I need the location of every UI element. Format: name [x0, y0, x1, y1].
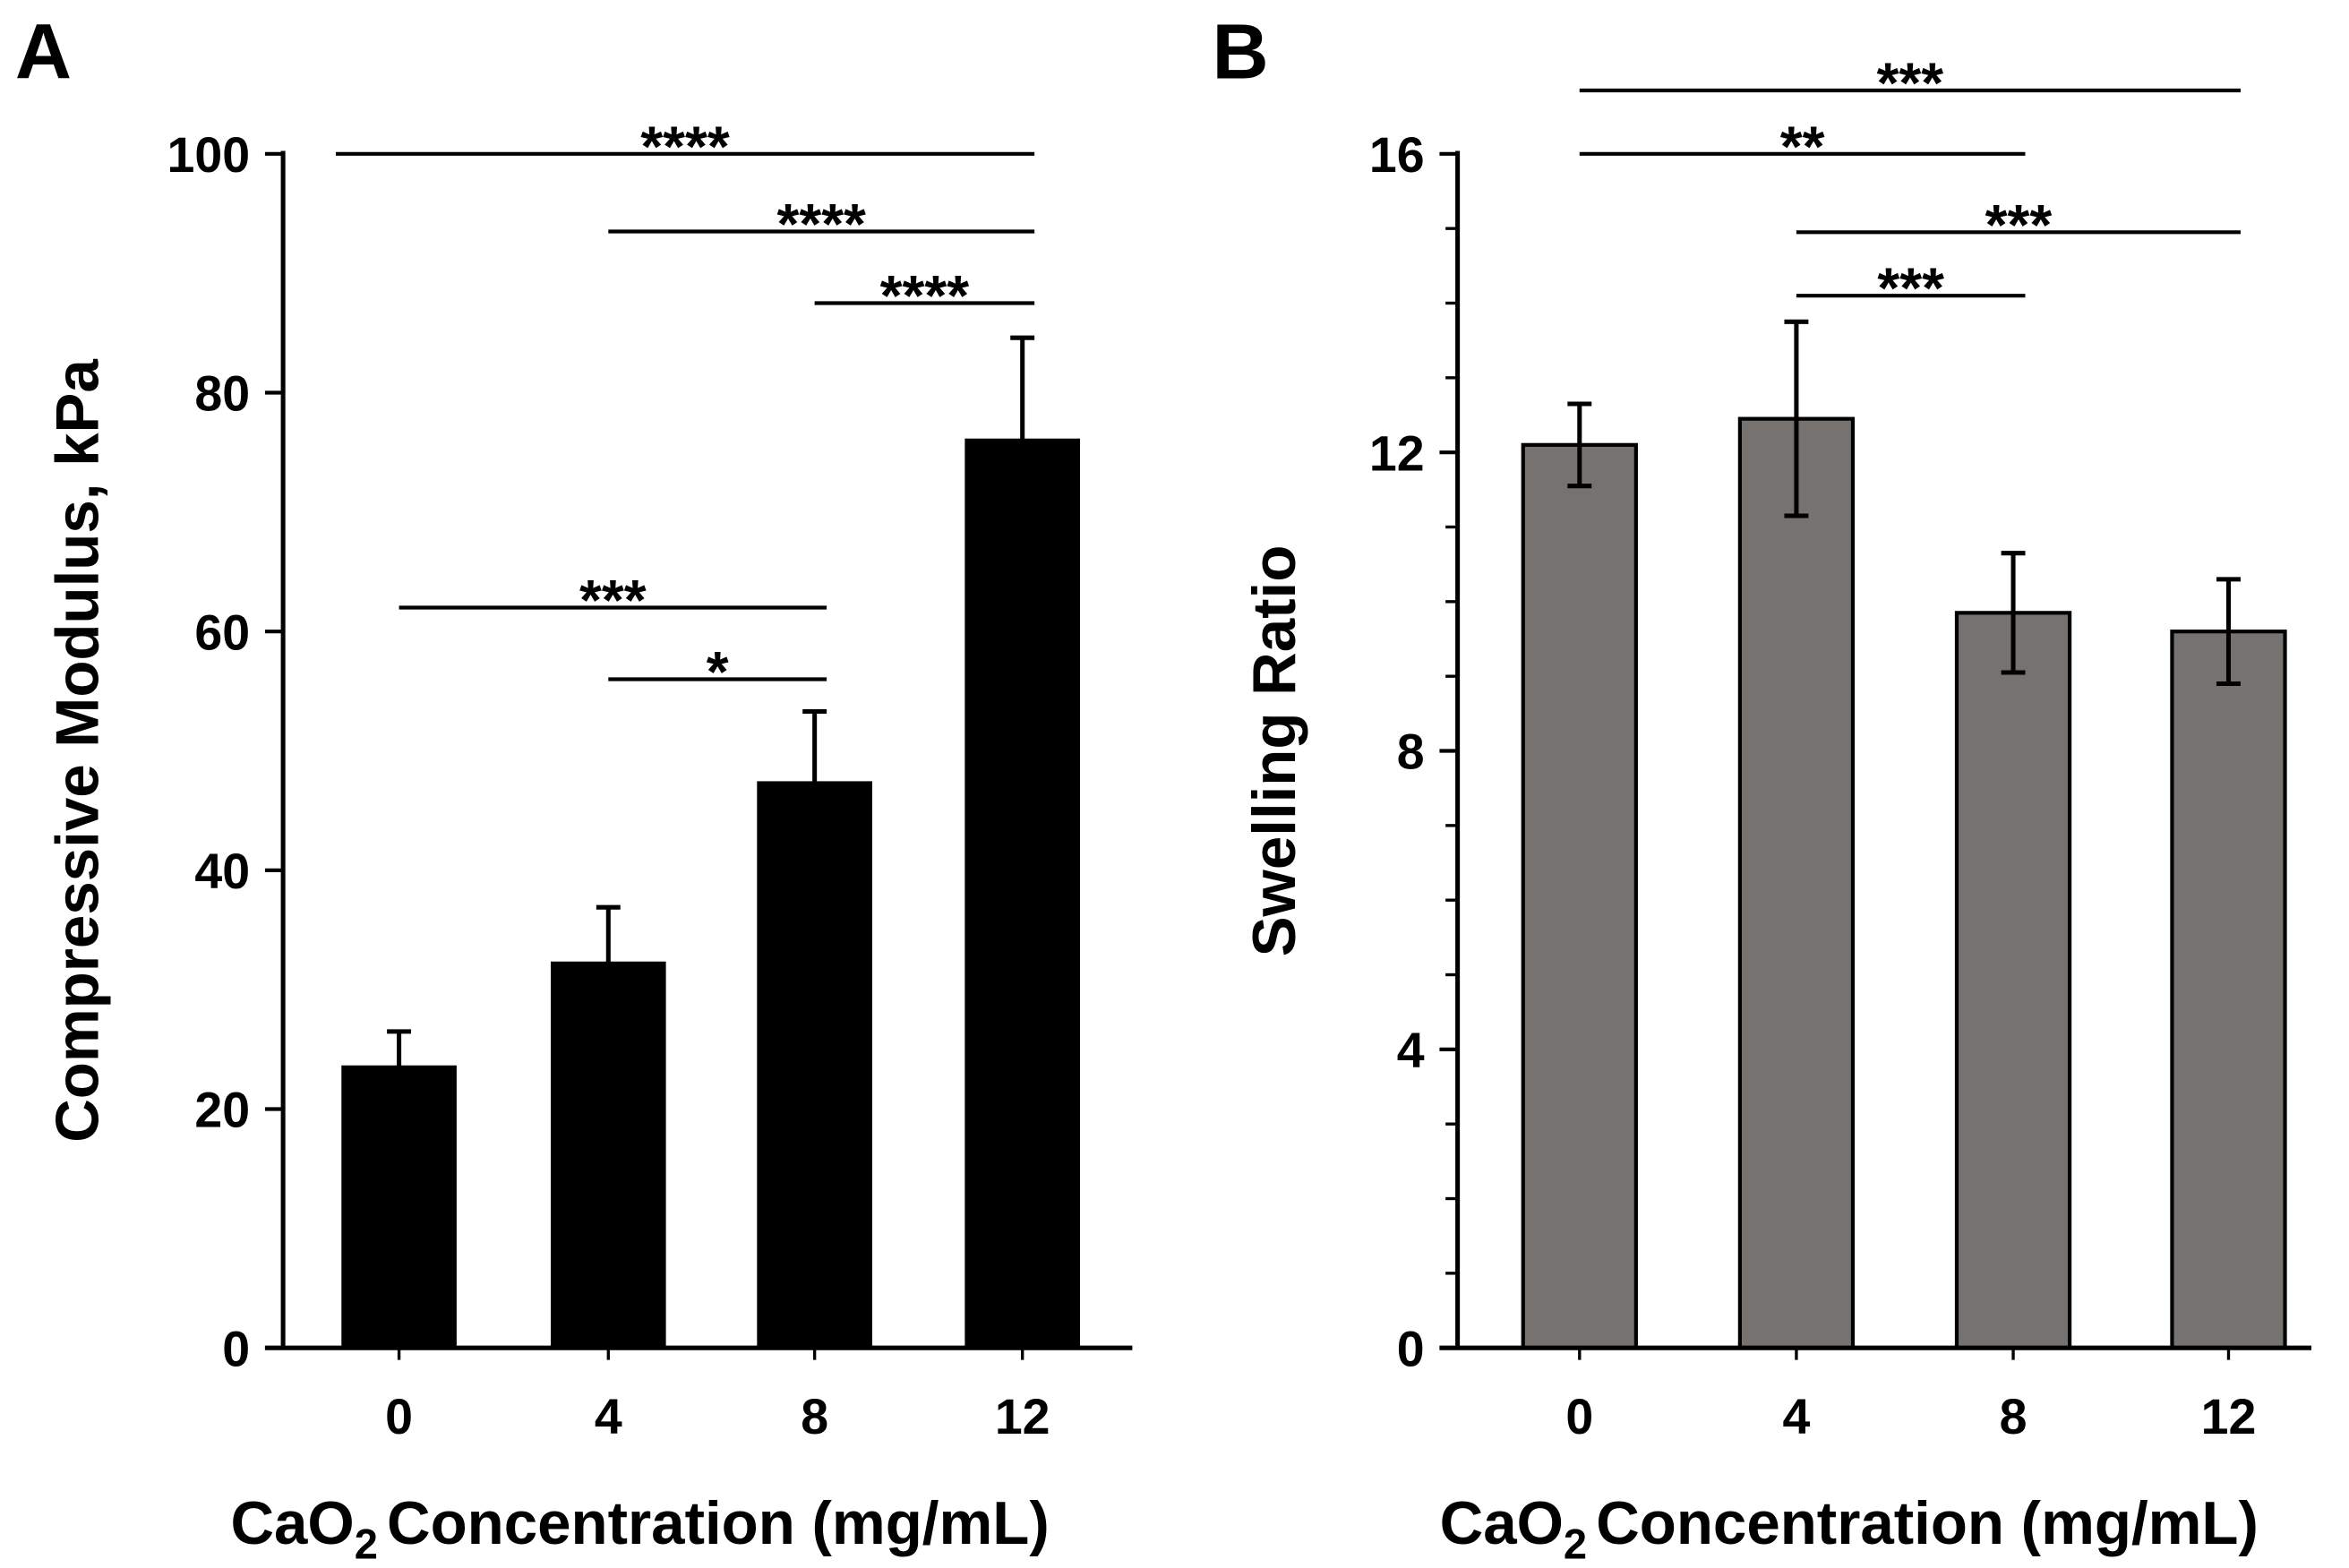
x-tick-label: 12 — [2201, 1389, 2257, 1444]
panel-label: A — [15, 8, 72, 96]
x-axis-label-rest: Concentration (mg/mL) — [1596, 1490, 2259, 1557]
significance-label: * — [707, 639, 729, 704]
bar-0 — [1521, 442, 1638, 1350]
significance-label: *** — [1877, 50, 1944, 115]
bar-12 — [964, 438, 1080, 1350]
y-axis-label: Swelling Ratio — [1241, 545, 1308, 957]
y-tick-label: 60 — [194, 604, 250, 660]
significance-label: **** — [880, 263, 970, 328]
significance-label: **** — [640, 114, 730, 178]
y-axis-label: Compressive Modulus, kPa — [44, 359, 111, 1143]
y-tick-label: 8 — [1397, 724, 1425, 780]
panel-label: B — [1213, 8, 1269, 96]
x-tick-label: 0 — [385, 1389, 413, 1444]
x-axis-label-subscript: 2 — [1564, 1521, 1587, 1568]
y-tick-label: 20 — [194, 1083, 250, 1138]
y-tick-label: 0 — [222, 1321, 250, 1376]
x-tick-label: 12 — [995, 1389, 1050, 1444]
y-tick-label: 12 — [1369, 425, 1425, 481]
x-tick-label: 8 — [2000, 1389, 2028, 1444]
y-tick-label: 16 — [1369, 127, 1425, 183]
bar-8 — [1954, 611, 2072, 1350]
x-axis-label-subscript: 2 — [355, 1521, 378, 1568]
x-tick-label: 4 — [595, 1389, 622, 1444]
x-tick-label: 4 — [1782, 1389, 1810, 1444]
bar-8 — [757, 781, 872, 1350]
bar-4 — [1737, 416, 1856, 1350]
x-tick-label: 0 — [1565, 1389, 1593, 1444]
x-axis-label-rest: Concentration (mg/mL) — [387, 1490, 1050, 1557]
y-tick-label: 100 — [167, 127, 251, 183]
y-tick-label: 0 — [1397, 1321, 1425, 1376]
significance-label: *** — [1877, 256, 1944, 321]
panel-a-compressive-modulus: A 0 4 8 12 0 20 40 60 80 100 Compressive Modulus, k… — [15, 8, 1133, 1568]
significance-label: ** — [1780, 114, 1825, 178]
y-tick-label: 4 — [1397, 1023, 1425, 1078]
x-axis-label-main: CaO — [1440, 1490, 1564, 1557]
bar-0 — [341, 1065, 457, 1350]
y-tick-label: 40 — [194, 844, 250, 899]
y-tick-label: 80 — [194, 366, 250, 422]
bar-12 — [2170, 630, 2287, 1350]
bar-4 — [550, 961, 666, 1350]
x-axis-label: CaO2 Concentration (mg/mL) — [230, 1490, 1049, 1568]
x-axis-label: CaO2 Concentration (mg/mL) — [1440, 1490, 2259, 1568]
x-axis-label-main: CaO — [230, 1490, 354, 1557]
x-tick-label: 8 — [801, 1389, 828, 1444]
significance-label: *** — [579, 568, 647, 632]
significance-label: **** — [776, 192, 866, 256]
significance-label: *** — [1985, 193, 2053, 257]
panel-b-swelling-ratio: B 0 4 8 12 0 4 8 12 16 Swelling Ratio CaO2 Concentra… — [1213, 8, 2311, 1568]
